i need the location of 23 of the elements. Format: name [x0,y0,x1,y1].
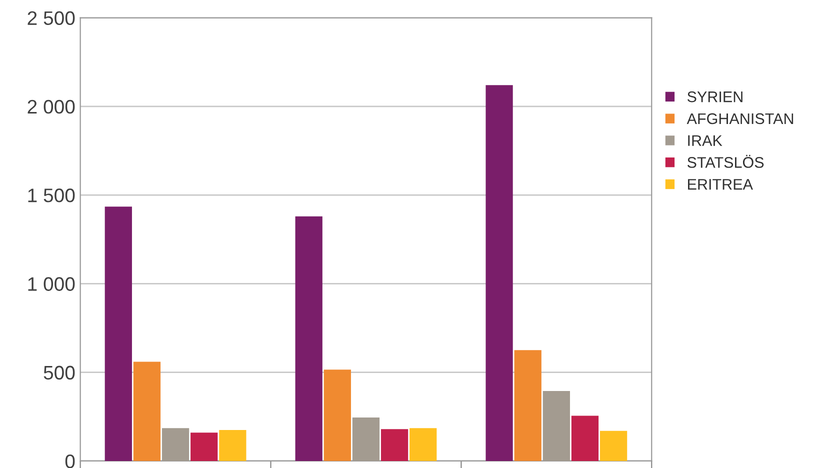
legend-label: IRAK [688,135,722,146]
bar [514,350,542,461]
bar [104,206,132,461]
legend-label: STATSLÖS [687,154,764,168]
y-tick-label: 1 000 [28,277,75,291]
bar [219,430,246,461]
legend-label: AFGHANISTAN [686,113,794,124]
legend-label: SYRIEN [687,91,742,102]
bar [133,362,161,461]
y-tick-label: 1 500 [28,188,75,202]
y-tick-label: 2 500 [28,11,75,26]
bar [600,430,628,461]
bar [571,416,599,461]
bar [324,370,351,461]
bar [410,428,437,461]
legend-label: ERITREA [688,179,753,190]
y-tick-label: 2 000 [28,100,75,114]
y-tick-label: 500 [44,366,75,380]
bar [295,216,322,461]
bar [486,85,513,461]
y-tick-label: 0 [65,454,75,468]
bar [380,429,408,461]
bar [190,432,218,461]
